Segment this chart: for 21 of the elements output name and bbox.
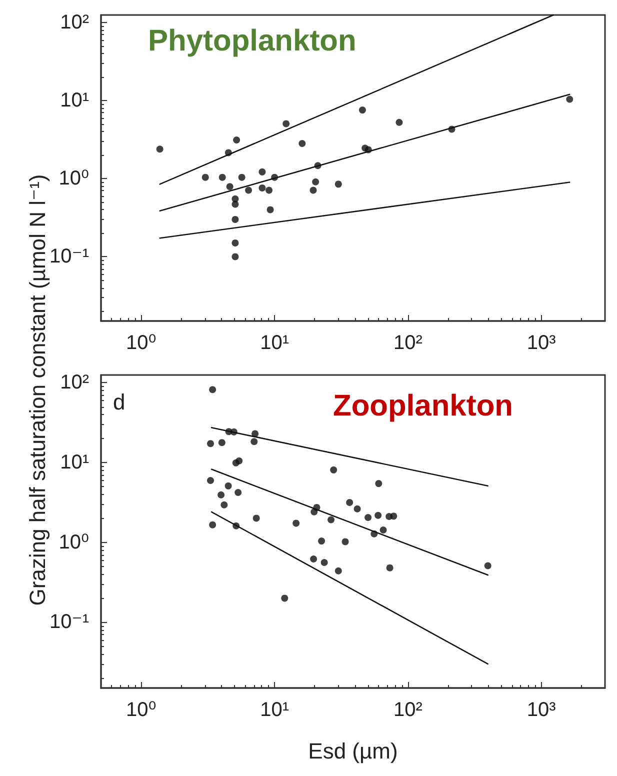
x-tick-label: 10¹ [260,699,290,721]
x-tick-label: 10¹ [260,332,290,354]
x-tick-label: 10⁰ [126,699,156,721]
y-axis-title: Grazing half saturation constant (µmol N l⁻¹) [25,174,51,606]
y-tick-label: 10⁰ [58,531,89,554]
chart-title: Phytoplankton [148,24,356,58]
x-axis-title: Esd (µm) [308,738,398,764]
y-tick-label: 10² [60,372,90,394]
x-tick-label: 10³ [526,332,556,354]
y-tick-label: 10⁰ [58,168,89,190]
x-tick-label: 10³ [526,699,556,721]
x-tick-label: 10² [394,699,423,721]
y-tick-label: 10⁻¹ [50,611,90,634]
y-tick-label: 10¹ [60,90,90,112]
y-tick-label: 10⁻¹ [50,246,90,268]
x-tick-label: 10⁰ [126,332,156,354]
text: Zooplankton [333,390,513,422]
annotation: d [113,390,126,414]
y-tick-label: 10¹ [60,452,90,474]
y-tick-label: 10² [60,12,90,34]
x-tick-label: 10² [394,332,423,354]
